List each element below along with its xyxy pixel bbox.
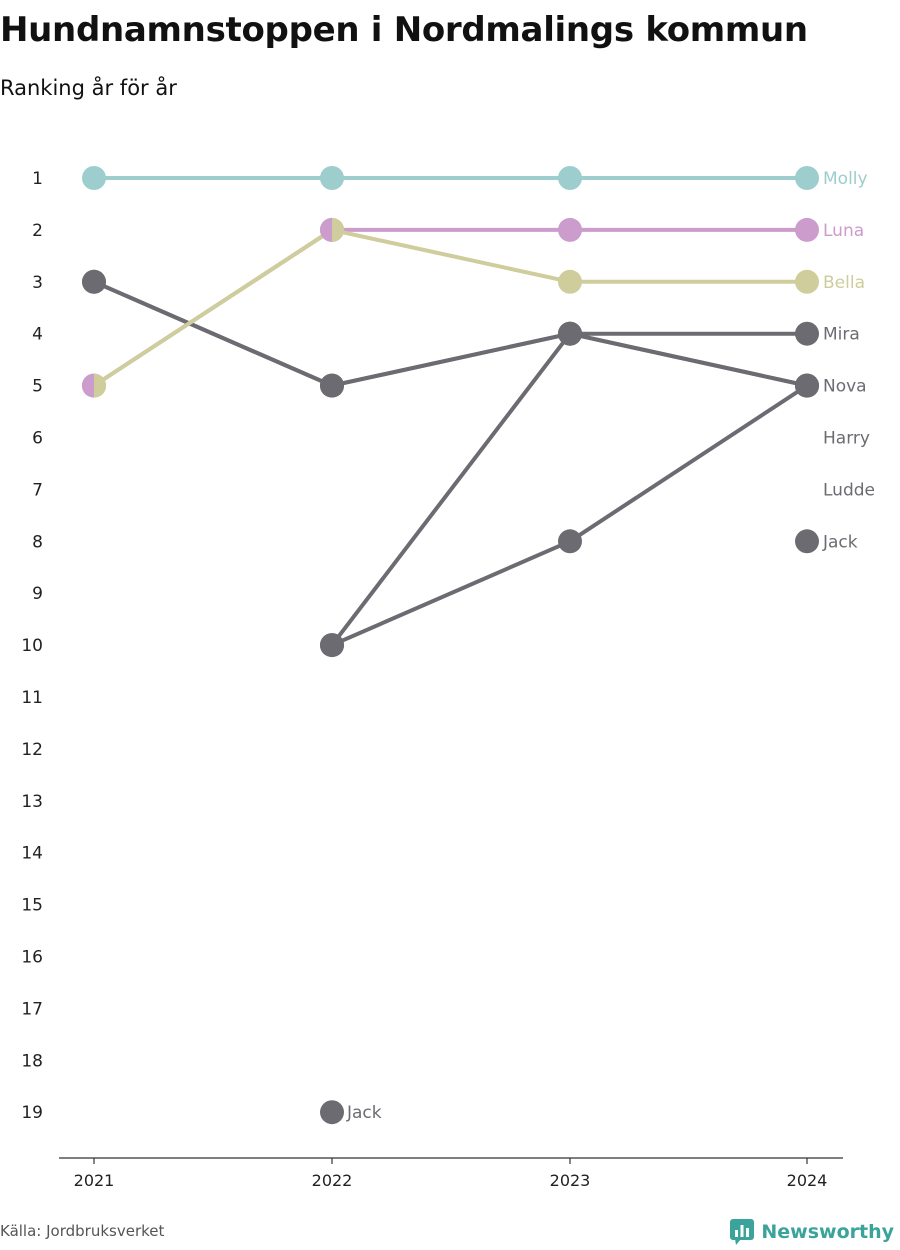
data-point-jack [795,529,819,554]
y-tick-label: 9 [32,584,43,604]
end-label-mira: Mira [823,325,860,345]
y-tick-label: 11 [21,688,43,708]
y-tick-label: 13 [21,792,43,812]
data-point-harry [320,633,344,658]
brand-logo: Newsworthy [729,1218,894,1246]
end-labels: Molly Luna Bella Mira Nova Harry Ludde Jack [822,169,875,552]
end-label-ludde: Ludde [823,480,875,500]
x-tick-label: 2024 [787,1171,828,1190]
data-point-molly [558,166,582,190]
end-label-nova: Nova [823,377,867,397]
y-tick-label: 1 [32,169,43,189]
y-tick-label: 18 [21,1051,43,1071]
data-point-ludde [82,269,106,294]
end-label-molly: Molly [823,169,868,189]
x-axis: 2021 2022 2023 2024 [59,1157,843,1190]
data-point-luna [558,217,582,242]
x-tick-label: 2021 [74,1171,115,1190]
series-line-nova [330,331,808,647]
series-line-bella [92,227,807,388]
data-point-bella [795,269,819,294]
data-point-mira [795,321,819,346]
y-tick-label: 16 [21,948,43,968]
data-point-bella-half [332,217,344,242]
data-point-molly [82,166,106,190]
series-lines [92,176,809,647]
end-label-harry: Harry [823,429,870,449]
data-point-luna-half [320,217,332,242]
series-points [82,166,819,1125]
end-label-jack: Jack [822,532,858,552]
y-tick-label: 12 [21,740,43,760]
data-point-ludde [320,373,344,398]
series-line-ludde [93,279,808,388]
series-line-harry [331,383,809,647]
data-point-luna [795,217,819,242]
x-tick-label: 2022 [312,1171,353,1190]
data-point-jack [320,1100,344,1125]
data-point-bella [558,269,582,294]
y-tick-label: 8 [32,532,43,552]
end-label-bella: Bella [823,273,865,293]
y-tick-label: 4 [32,325,43,345]
y-tick-label: 19 [21,1103,43,1123]
y-tick-label: 17 [21,999,43,1019]
source-note: Källa: Jordbruksverket [0,1222,165,1240]
y-tick-label: 14 [21,844,43,864]
data-point-molly [795,166,819,190]
y-tick-label: 5 [32,377,43,397]
data-point-bella-half [94,373,107,398]
y-tick-label: 2 [32,221,43,241]
y-tick-label: 7 [32,480,43,500]
y-tick-label: 6 [32,429,43,449]
chart-subtitle: Ranking år för år [0,76,177,100]
chart-title: Hundnamnstoppen i Nordmalings kommun [0,10,808,50]
annotation-label: Jack [346,1103,382,1123]
data-point-luna-half [82,373,94,398]
y-tick-label: 10 [21,636,43,656]
end-label-luna: Luna [823,221,864,241]
annotations: Jack [346,1103,382,1123]
bar-chart-speech-bubble-icon [730,1219,755,1245]
x-tick-label: 2023 [550,1171,591,1190]
y-tick-label: 15 [21,896,43,916]
brand-name: Newsworthy [761,1221,894,1243]
data-point-harry [558,529,582,554]
y-tick-label: 3 [32,273,43,293]
data-point-ludde [558,321,582,346]
series-line-mira [93,279,807,388]
data-point-ludde [795,373,819,398]
data-point-molly [320,166,344,190]
